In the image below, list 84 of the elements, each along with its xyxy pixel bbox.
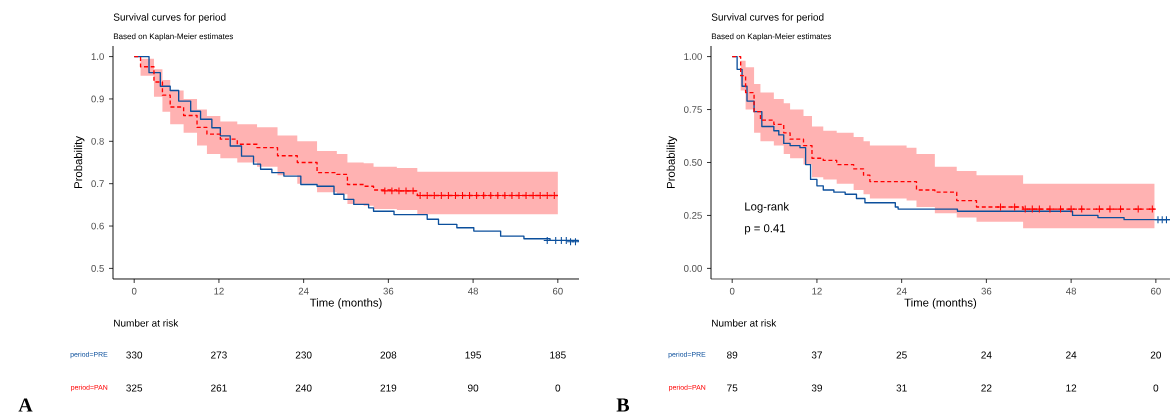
point xyxy=(1134,205,1143,214)
text: 39 xyxy=(811,384,822,392)
text: 75 xyxy=(727,384,738,392)
x-tick-label: 24 xyxy=(896,287,907,295)
point xyxy=(1077,205,1086,214)
text: Number at risk xyxy=(114,319,179,327)
text: 0 xyxy=(1153,384,1159,392)
text: 195 xyxy=(465,351,482,359)
y-axis-title: Probability xyxy=(73,136,85,189)
y-tick-label: 0.00 xyxy=(683,265,702,272)
text: 24 xyxy=(1066,351,1077,359)
x-tick-label: 48 xyxy=(1066,287,1077,295)
x-axis-title: Time (months) xyxy=(904,298,977,309)
point xyxy=(394,186,403,195)
text: 12 xyxy=(1066,384,1077,392)
chart-title: Survival curves for period xyxy=(711,13,824,23)
chart-subtitle: Based on Kaplan-Meier estimates xyxy=(113,33,234,41)
point xyxy=(1028,205,1037,214)
y-tick-label: 1.0 xyxy=(91,53,104,60)
text: B xyxy=(616,398,630,412)
text: 219 xyxy=(380,384,397,392)
x-axis-title: Time (months) xyxy=(309,298,382,309)
point xyxy=(507,191,516,200)
point xyxy=(1095,205,1104,214)
x-tick-label: 0 xyxy=(729,287,735,295)
point xyxy=(1153,215,1162,224)
point xyxy=(380,186,389,195)
text: 37 xyxy=(811,351,822,359)
y-tick-label: 0.50 xyxy=(683,159,702,166)
chart-subtitle: Based on Kaplan-Meier estimates xyxy=(711,33,832,41)
text: 24 xyxy=(981,351,992,359)
y-tick-label: 0.9 xyxy=(91,95,104,103)
y-tick-label: 1.00 xyxy=(684,53,702,60)
point xyxy=(1148,205,1157,214)
text: 0 xyxy=(555,384,561,392)
y-tick-label: 0.5 xyxy=(91,265,104,272)
x-tick-label: 60 xyxy=(1151,287,1161,295)
x-tick-label: 0 xyxy=(131,287,137,295)
point xyxy=(409,186,418,195)
x-tick-label: 12 xyxy=(214,287,224,295)
text: 240 xyxy=(295,384,312,392)
x-tick-label: 36 xyxy=(383,287,394,295)
annotation: p = 0.41 xyxy=(745,224,786,235)
x-tick-label: 36 xyxy=(981,287,992,295)
text: 261 xyxy=(211,384,227,392)
y-tick-label: 0.75 xyxy=(683,106,702,113)
text: 185 xyxy=(550,351,566,359)
annotation: Log-rank xyxy=(745,202,790,213)
y-tick-label: 0.8 xyxy=(91,137,104,145)
point xyxy=(402,186,411,195)
text: 20 xyxy=(1150,351,1162,359)
point xyxy=(1010,202,1019,211)
point xyxy=(514,191,523,200)
point xyxy=(1045,205,1054,214)
point xyxy=(1105,205,1114,214)
text: 273 xyxy=(211,351,227,359)
point xyxy=(1067,205,1076,214)
text: A xyxy=(18,398,33,412)
chart-title: Survival curves for period xyxy=(113,13,226,23)
y-axis-title: Probability xyxy=(666,136,678,189)
x-tick-label: 60 xyxy=(552,287,563,295)
point xyxy=(1035,205,1044,214)
text: 325 xyxy=(126,384,143,392)
point xyxy=(1116,205,1125,214)
point xyxy=(387,186,396,195)
y-tick-label: 0.7 xyxy=(91,180,104,188)
text: 89 xyxy=(727,351,738,359)
x-tick-label: 12 xyxy=(812,287,822,295)
point xyxy=(1021,205,1030,214)
text: 31 xyxy=(896,384,907,392)
y-tick-label: 0.6 xyxy=(91,222,104,230)
point xyxy=(996,202,1005,211)
text: 330 xyxy=(126,351,143,359)
point xyxy=(1056,205,1065,214)
text: 22 xyxy=(981,384,992,392)
point xyxy=(500,191,509,200)
text: Number at risk xyxy=(712,319,777,327)
text: 208 xyxy=(380,351,397,359)
x-tick-label: 24 xyxy=(298,287,309,295)
text: 230 xyxy=(295,351,312,359)
text: 25 xyxy=(896,351,907,359)
text: 90 xyxy=(468,384,479,392)
x-tick-label: 48 xyxy=(467,287,479,295)
y-tick-label: 0.25 xyxy=(683,212,702,219)
